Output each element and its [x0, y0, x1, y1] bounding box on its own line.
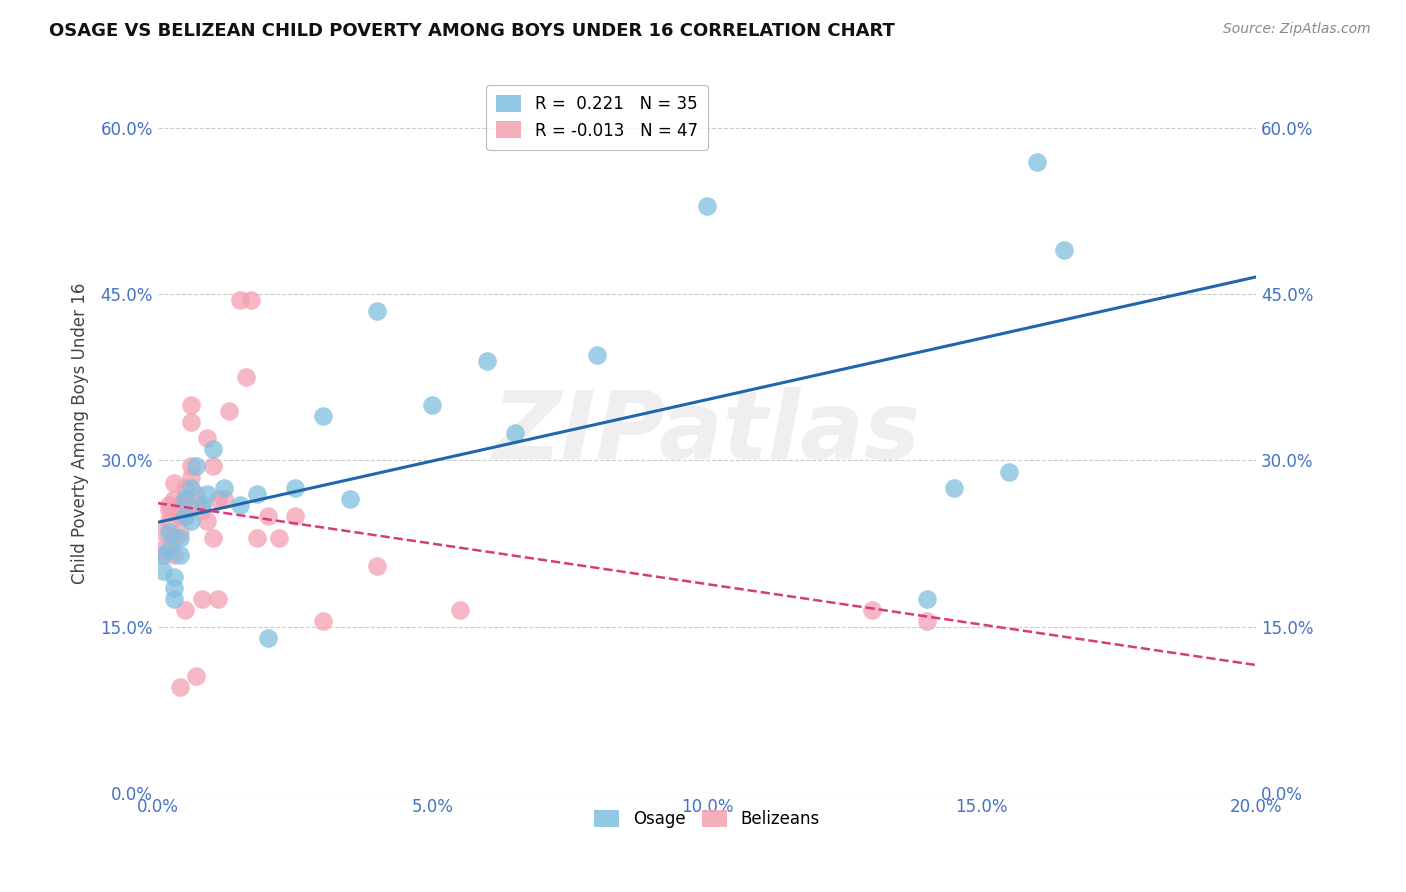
Point	[311, 614, 333, 628]
Point	[339, 492, 361, 507]
Point	[186, 458, 208, 473]
Point	[157, 498, 180, 512]
Point	[152, 525, 174, 540]
Point	[267, 531, 290, 545]
Text: ZIPatlas: ZIPatlas	[494, 387, 921, 479]
Point	[229, 498, 252, 512]
Point	[174, 508, 197, 523]
Point	[284, 508, 307, 523]
Point	[163, 492, 186, 507]
Point	[163, 570, 186, 584]
Point	[180, 415, 202, 429]
Point	[915, 591, 938, 606]
Point	[169, 681, 191, 695]
Point	[174, 481, 197, 495]
Point	[186, 498, 208, 512]
Point	[477, 354, 499, 368]
Point	[245, 531, 267, 545]
Point	[157, 503, 180, 517]
Point	[174, 603, 197, 617]
Point	[163, 548, 186, 562]
Point	[449, 603, 471, 617]
Point	[201, 442, 224, 457]
Point	[195, 486, 218, 500]
Point	[195, 515, 218, 529]
Point	[174, 492, 197, 507]
Point	[169, 531, 191, 545]
Point	[152, 548, 174, 562]
Point	[163, 475, 186, 490]
Point	[180, 515, 202, 529]
Point	[163, 581, 186, 595]
Point	[201, 458, 224, 473]
Text: OSAGE VS BELIZEAN CHILD POVERTY AMONG BOYS UNDER 16 CORRELATION CHART: OSAGE VS BELIZEAN CHILD POVERTY AMONG BO…	[49, 22, 896, 40]
Point	[235, 370, 257, 384]
Point	[152, 548, 174, 562]
Point	[915, 614, 938, 628]
Point	[229, 293, 252, 307]
Point	[180, 458, 202, 473]
Point	[240, 293, 263, 307]
Point	[366, 558, 388, 573]
Point	[586, 348, 609, 362]
Point	[190, 591, 212, 606]
Point	[169, 498, 191, 512]
Point	[180, 398, 202, 412]
Point	[284, 481, 307, 495]
Point	[218, 403, 240, 417]
Point	[163, 591, 186, 606]
Legend: Osage, Belizeans: Osage, Belizeans	[588, 803, 827, 835]
Point	[1025, 154, 1047, 169]
Point	[186, 486, 208, 500]
Point	[366, 304, 388, 318]
Point	[169, 508, 191, 523]
Point	[152, 542, 174, 557]
Point	[207, 492, 229, 507]
Point	[212, 492, 235, 507]
Point	[157, 515, 180, 529]
Point	[860, 603, 883, 617]
Point	[245, 486, 267, 500]
Point	[201, 531, 224, 545]
Point	[186, 669, 208, 683]
Point	[422, 398, 444, 412]
Point	[152, 564, 174, 578]
Point	[256, 631, 278, 645]
Point	[1053, 243, 1076, 257]
Point	[157, 542, 180, 557]
Point	[190, 498, 212, 512]
Point	[157, 525, 180, 540]
Point	[503, 425, 526, 440]
Point	[190, 503, 212, 517]
Point	[174, 492, 197, 507]
Point	[163, 531, 186, 545]
Point	[696, 199, 718, 213]
Point	[212, 481, 235, 495]
Point	[180, 481, 202, 495]
Text: Source: ZipAtlas.com: Source: ZipAtlas.com	[1223, 22, 1371, 37]
Point	[174, 508, 197, 523]
Point	[169, 525, 191, 540]
Point	[169, 548, 191, 562]
Point	[195, 431, 218, 445]
Point	[998, 465, 1021, 479]
Point	[180, 470, 202, 484]
Point	[943, 481, 966, 495]
Point	[207, 591, 229, 606]
Y-axis label: Child Poverty Among Boys Under 16: Child Poverty Among Boys Under 16	[72, 282, 89, 583]
Point	[311, 409, 333, 424]
Point	[256, 508, 278, 523]
